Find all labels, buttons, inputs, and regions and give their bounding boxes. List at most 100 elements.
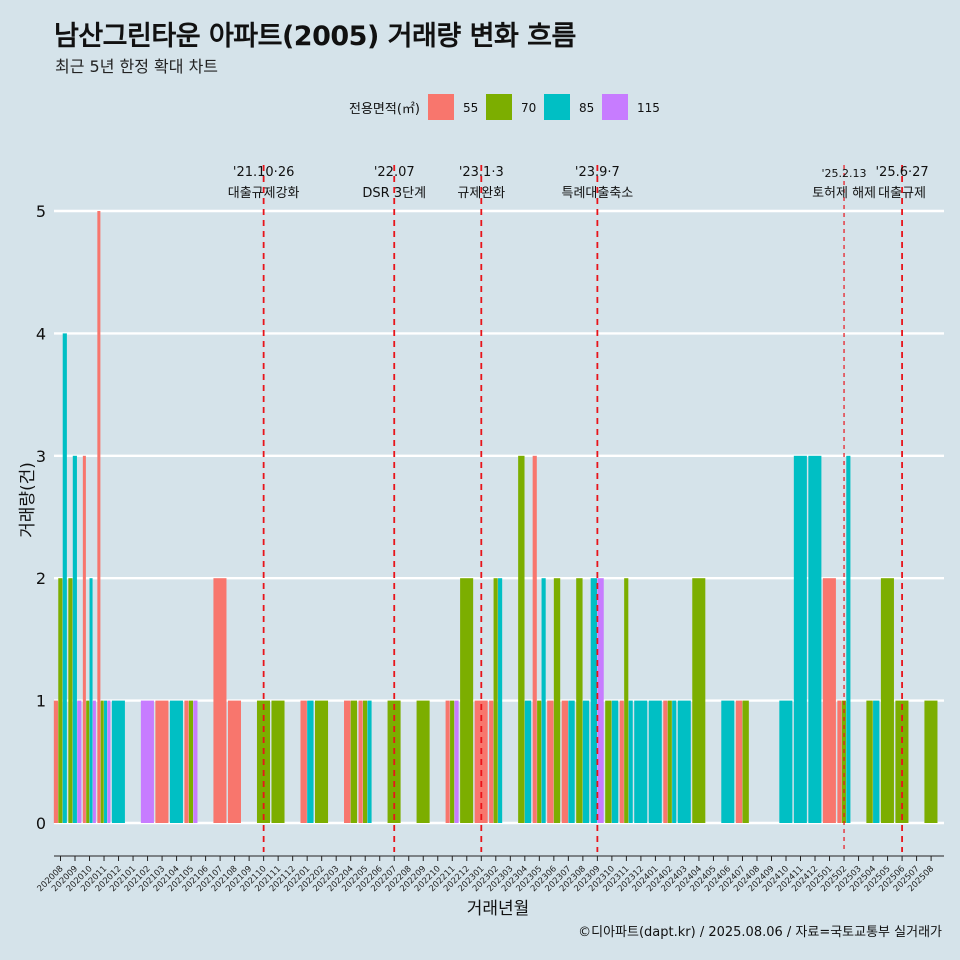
chart-subtitle: 최근 5년 한정 확대 차트 xyxy=(55,57,219,76)
bar xyxy=(779,700,793,823)
bar xyxy=(624,578,629,823)
bar xyxy=(53,700,58,823)
annotation-label: 규제완화 xyxy=(457,186,505,201)
bar xyxy=(169,700,183,823)
annotation-date: '23.9·7 xyxy=(575,165,620,180)
bar xyxy=(568,700,575,823)
bar xyxy=(537,700,542,823)
bar xyxy=(880,578,894,823)
bar xyxy=(721,700,735,823)
bar xyxy=(873,700,880,823)
bar xyxy=(358,700,363,823)
y-tick-label: 2 xyxy=(36,569,46,588)
bar xyxy=(62,333,67,823)
bar xyxy=(213,578,227,823)
bar xyxy=(561,700,569,823)
y-tick-label: 3 xyxy=(36,447,46,466)
bar xyxy=(460,578,474,823)
annotation-label: 대출규제강화 xyxy=(228,186,300,201)
bar xyxy=(524,700,532,823)
bar xyxy=(597,578,604,823)
bar xyxy=(822,578,836,823)
bar xyxy=(541,578,546,823)
bar xyxy=(104,700,108,823)
y-tick-label: 0 xyxy=(36,814,46,833)
annotation-date: '25.6·27 xyxy=(875,165,928,180)
x-axis-title: 거래년월 xyxy=(467,899,530,919)
legend-swatch xyxy=(602,94,628,120)
bar xyxy=(86,700,90,823)
bar xyxy=(72,455,77,823)
bar xyxy=(454,700,459,823)
bar xyxy=(445,700,450,823)
legend-swatch xyxy=(428,94,454,120)
bar xyxy=(184,700,189,823)
bar xyxy=(663,700,668,823)
bar xyxy=(735,700,743,823)
bar xyxy=(677,700,691,823)
annotation-date: '25.2.13 xyxy=(822,167,867,180)
bar xyxy=(553,578,561,823)
bar xyxy=(227,700,241,823)
bar xyxy=(590,578,598,823)
bar xyxy=(742,700,749,823)
bar xyxy=(315,700,329,823)
legend-title: 전용면적(㎡) xyxy=(349,102,420,117)
bar xyxy=(493,578,498,823)
bar xyxy=(692,578,706,823)
bar xyxy=(68,578,73,823)
bar xyxy=(837,700,842,823)
bar xyxy=(77,700,82,823)
bar xyxy=(97,211,101,823)
bar xyxy=(498,578,503,823)
legend-label: 55 xyxy=(463,101,478,115)
bar xyxy=(672,700,677,823)
bar xyxy=(841,700,846,823)
annotation-label: DSR 3단계 xyxy=(362,186,426,201)
chart-title: 남산그린타운 아파트(2005) 거래량 변화 흐름 xyxy=(54,21,576,52)
bar xyxy=(107,700,111,823)
bar xyxy=(82,455,86,823)
annotation-date: '21.10·26 xyxy=(233,165,294,180)
legend-label: 70 xyxy=(521,101,536,115)
bar xyxy=(518,455,525,823)
bar xyxy=(416,700,430,823)
legend-label: 115 xyxy=(637,101,660,115)
bar xyxy=(582,700,590,823)
bar xyxy=(634,700,648,823)
bar xyxy=(846,455,851,823)
bar xyxy=(100,700,104,823)
bar xyxy=(111,700,125,823)
annotation-label: 대출규제 xyxy=(878,186,926,201)
bar xyxy=(605,700,612,823)
bar xyxy=(188,700,194,823)
legend-swatch xyxy=(486,94,512,120)
bar xyxy=(808,455,822,823)
bar xyxy=(619,700,624,823)
bar xyxy=(547,700,554,823)
bar xyxy=(628,700,633,823)
bar xyxy=(350,700,358,823)
annotation-label: 특례대출축소 xyxy=(561,186,633,201)
bar xyxy=(58,578,63,823)
bar xyxy=(193,700,198,823)
bar xyxy=(576,578,583,823)
chart-caption: ©디아파트(dapt.kr) / 2025.08.06 / 자료=국토교통부 실… xyxy=(578,925,942,940)
annotation-label: 토허제 해제 xyxy=(812,186,876,201)
annotation-date: '22.07 xyxy=(374,165,415,180)
y-axis-title: 거래량(건) xyxy=(18,462,38,538)
bar xyxy=(611,700,619,823)
bar xyxy=(450,700,455,823)
bar xyxy=(271,700,285,823)
bar xyxy=(300,700,307,823)
bar xyxy=(155,700,169,823)
bar xyxy=(532,455,537,823)
bar xyxy=(367,700,372,823)
bar xyxy=(307,700,314,823)
bar xyxy=(362,700,368,823)
bar xyxy=(924,700,938,823)
y-tick-label: 1 xyxy=(36,692,46,711)
bar xyxy=(344,700,351,823)
bar xyxy=(866,700,873,823)
